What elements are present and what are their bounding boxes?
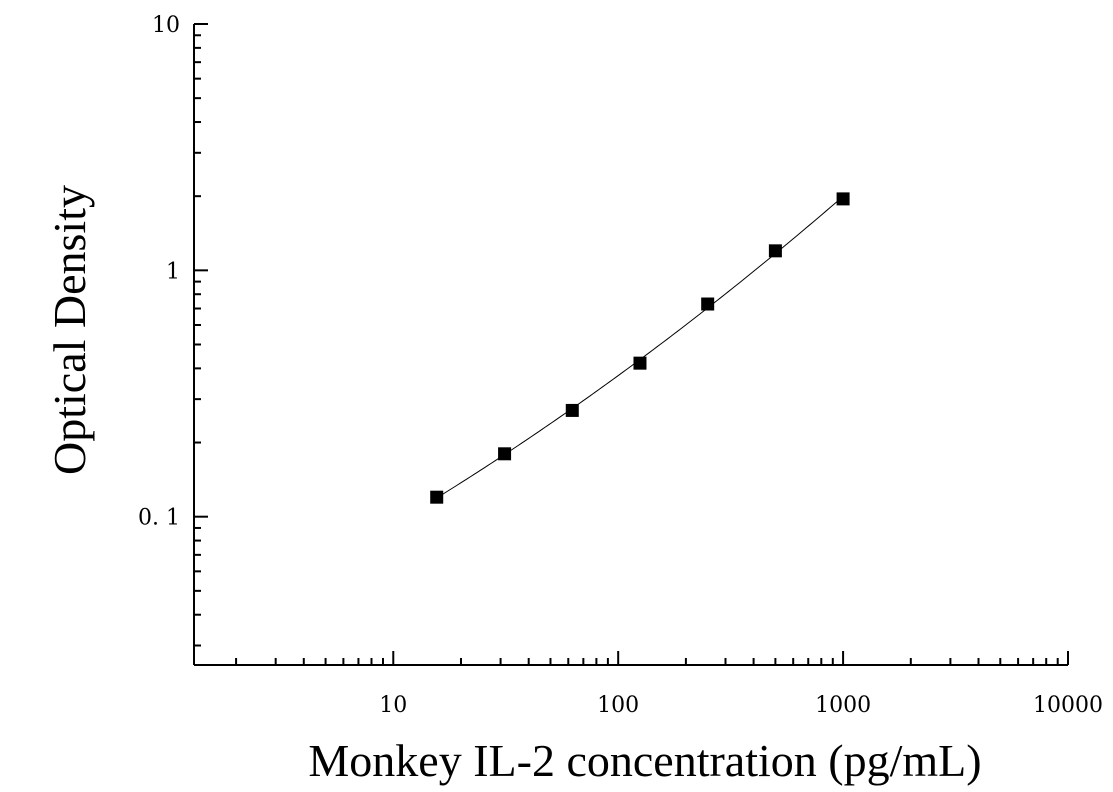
data-point [498, 447, 512, 461]
data-point [430, 490, 444, 504]
x-tick-label: 10000 [1033, 693, 1103, 718]
data-point [836, 192, 850, 206]
data-point [633, 356, 647, 370]
plot-area: 10 100 1000 10000 0. 1 1 10 [138, 13, 1103, 718]
data-point [768, 244, 782, 258]
x-axis-title: Monkey IL-2 concentration (pg/mL) [308, 735, 981, 786]
x-tick-label: 100 [597, 693, 639, 718]
y-tick-label: 10 [152, 13, 180, 38]
data-point [701, 297, 715, 311]
y-tick-label: 0. 1 [138, 506, 180, 531]
x-tick-label: 1000 [815, 693, 871, 718]
x-tick-label: 10 [379, 693, 407, 718]
y-tick-label: 1 [166, 259, 180, 284]
y-axis-title: Optical Density [44, 185, 95, 475]
fit-curve [436, 196, 844, 499]
data-point [565, 403, 579, 417]
